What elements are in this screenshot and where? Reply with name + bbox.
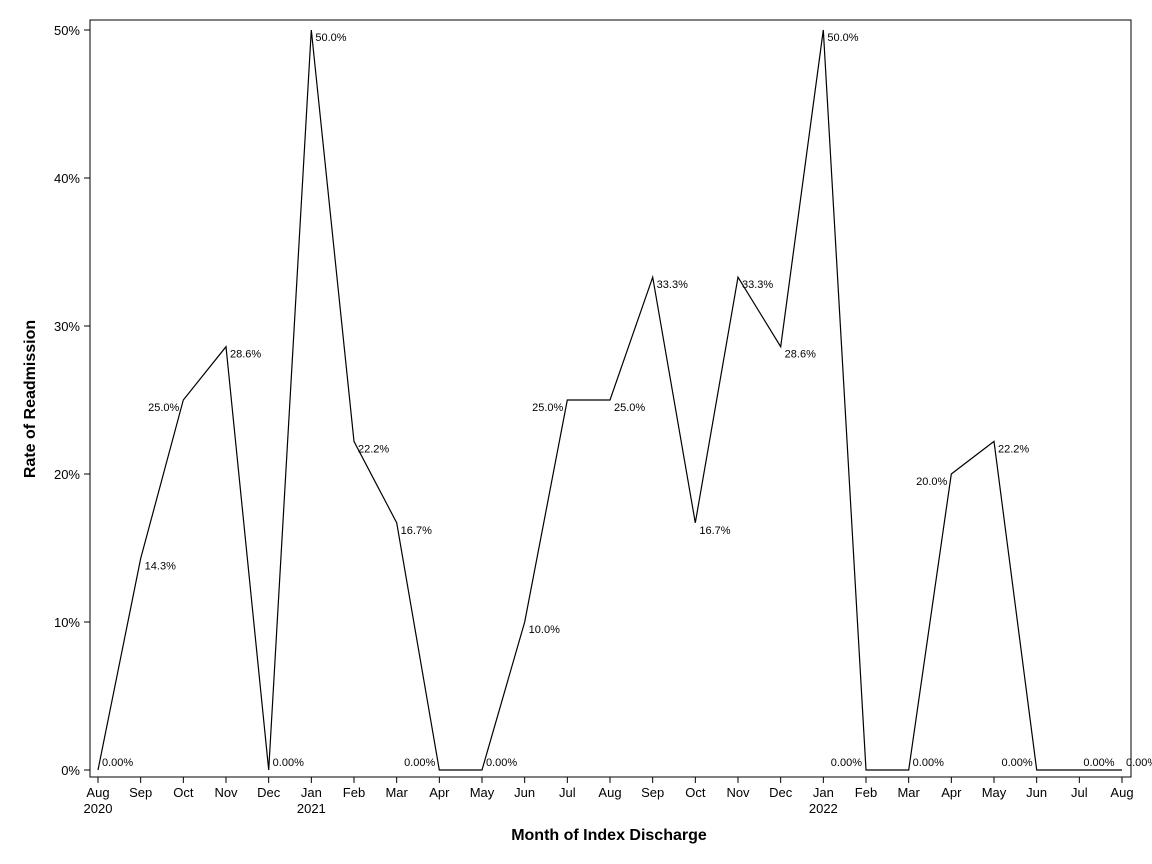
data-label: 28.6% xyxy=(230,349,261,361)
x-tick-label: Aug xyxy=(598,785,621,800)
data-label: 25.0% xyxy=(148,402,179,414)
x-tick-label: Jul xyxy=(559,785,576,800)
data-label: 25.0% xyxy=(614,402,645,414)
y-tick-label: 20% xyxy=(54,467,80,482)
x-tick-label: Jun xyxy=(1026,785,1047,800)
x-tick-label: May xyxy=(982,785,1007,800)
data-label: 33.3% xyxy=(742,279,773,291)
series-line-group xyxy=(97,29,1122,771)
y-tick-label: 50% xyxy=(54,23,80,38)
data-label: 25.0% xyxy=(532,402,563,414)
data-label: 0.00% xyxy=(1001,757,1032,769)
x-tick-label: Oct xyxy=(173,785,194,800)
x-tick-label: Apr xyxy=(941,785,962,800)
x-tick-label: Dec xyxy=(257,785,281,800)
data-label: 0.00% xyxy=(1126,757,1152,769)
x-tick-label: Aug xyxy=(86,785,109,800)
data-label: 22.2% xyxy=(358,443,389,455)
y-tick-label: 30% xyxy=(54,319,80,334)
data-label: 33.3% xyxy=(657,279,688,291)
x-tick-label: Oct xyxy=(685,785,706,800)
data-label: 0.00% xyxy=(404,757,435,769)
x-year-label: 2022 xyxy=(809,801,838,816)
data-label: 0.00% xyxy=(913,757,944,769)
x-tick-label: Nov xyxy=(726,785,750,800)
data-label: 0.00% xyxy=(273,757,304,769)
data-label: 50.0% xyxy=(827,32,858,44)
x-tick-label: Jul xyxy=(1071,785,1088,800)
x-tick-label: Jun xyxy=(514,785,535,800)
x-year-label: 2020 xyxy=(84,801,113,816)
x-tick-label: Feb xyxy=(855,785,877,800)
series-line xyxy=(97,29,1122,771)
x-tick-label: Apr xyxy=(429,785,450,800)
x-tick-label: Mar xyxy=(897,785,920,800)
data-label: 28.6% xyxy=(785,349,816,361)
data-label: 16.7% xyxy=(699,525,730,537)
y-tick-label: 40% xyxy=(54,171,80,186)
data-label: 14.3% xyxy=(145,560,176,572)
y-tick-label: 10% xyxy=(54,615,80,630)
data-label: 20.0% xyxy=(916,476,947,488)
data-label: 50.0% xyxy=(315,32,346,44)
x-tick-label: Aug xyxy=(1110,785,1133,800)
y-axis-title: Rate of Readmission xyxy=(22,320,39,478)
data-label: 10.0% xyxy=(529,624,560,636)
y-axis: 0% 10% 20% 30% 40% 50% xyxy=(54,23,90,778)
data-label: 22.2% xyxy=(998,443,1029,455)
data-label: 0.00% xyxy=(831,757,862,769)
x-axis-title: Month of Index Discharge xyxy=(511,827,707,844)
x-tick-label: Sep xyxy=(129,785,152,800)
data-label: 0.00% xyxy=(486,757,517,769)
x-tick-label: Dec xyxy=(769,785,793,800)
x-tick-label: Feb xyxy=(343,785,365,800)
x-tick-label: Jan xyxy=(813,785,834,800)
x-year-label: 2021 xyxy=(297,801,326,816)
data-label: 0.00% xyxy=(102,757,133,769)
x-tick-label: Jan xyxy=(301,785,322,800)
data-label: 0.00% xyxy=(1083,757,1114,769)
x-tick-label: May xyxy=(470,785,495,800)
x-tick-label: Nov xyxy=(214,785,238,800)
x-tick-label: Sep xyxy=(641,785,664,800)
data-labels-group: 0.00% 14.3% 25.0% 28.6% 0.00% 50.0% 22.2% 16.7%… xyxy=(102,32,1152,769)
x-tick-label: Mar xyxy=(385,785,408,800)
y-tick-label: 0% xyxy=(61,763,80,778)
data-label: 16.7% xyxy=(401,525,432,537)
